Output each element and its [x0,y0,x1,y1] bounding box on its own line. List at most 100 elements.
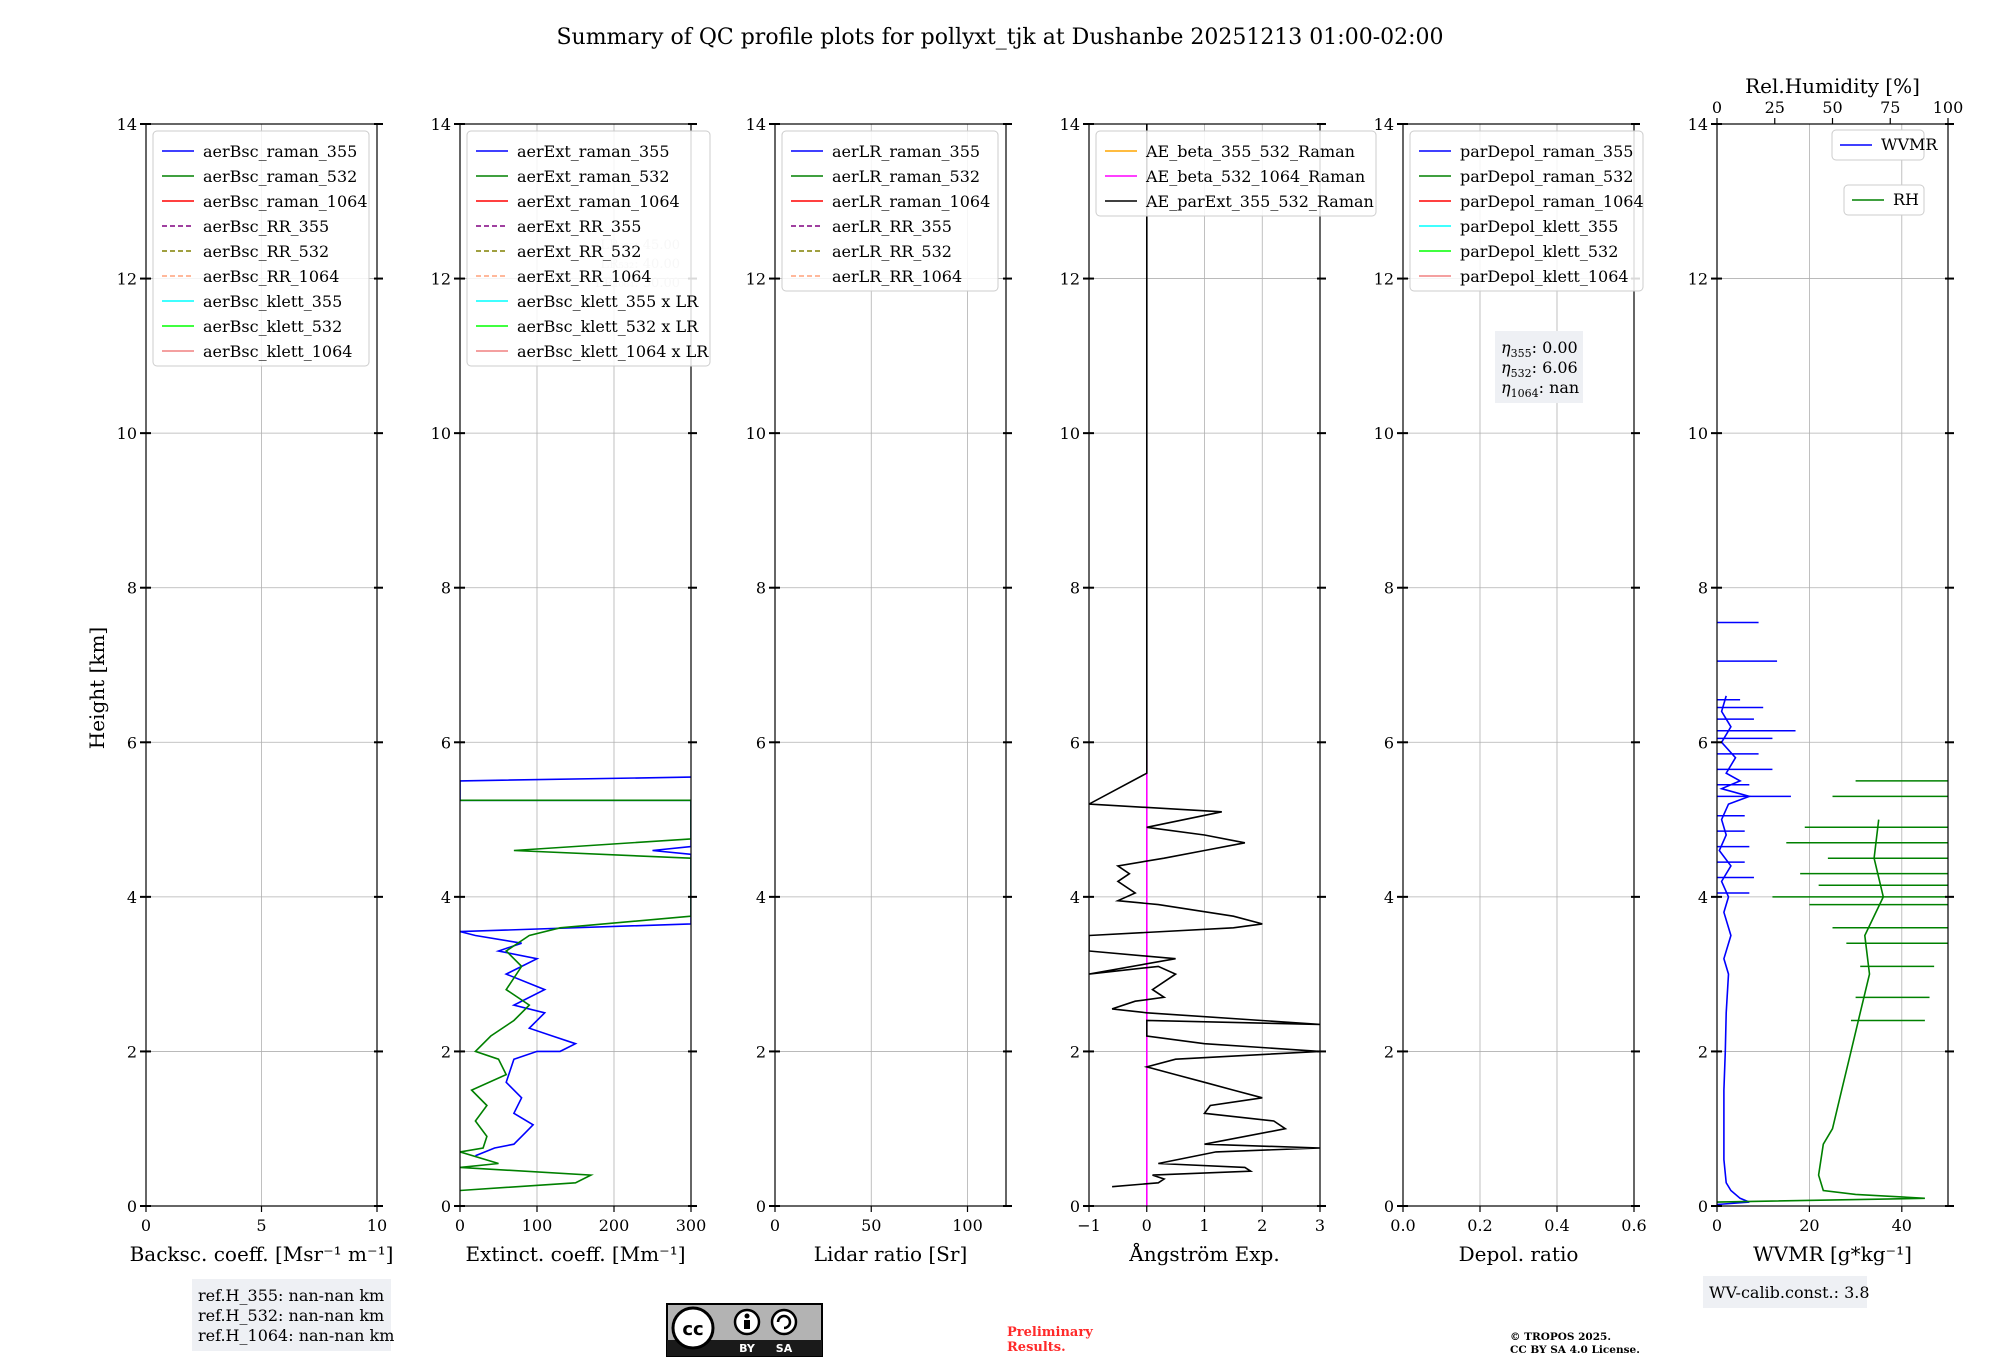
series-group [460,776,691,1192]
series-line-AE_parExt_355_532_Raman [1089,124,1320,1188]
y-tick-label: 14 [1688,115,1708,134]
info-text: WV-calib.const.: 3.8 [1709,1283,1870,1302]
y-tick-label: 4 [127,888,137,907]
legend-label: AE_beta_532_1064_Raman [1145,167,1365,186]
info-box-bg [192,1279,391,1351]
legend: aerLR_raman_355 aerLR_raman_532 aerLR_rama… [781,130,999,292]
y-tick-label: 2 [1384,1042,1394,1061]
y-tick-label: 6 [1070,733,1080,752]
legend: parDepol_raman_355 parDepol_raman_532 parD… [1409,130,1644,292]
x-axis-label: Depol. ratio [1459,1242,1579,1266]
legend-label: aerExt_raman_1064 [517,192,680,211]
y-axis-label: Height [km] [85,627,109,749]
x-axis-label: Backsc. coeff. [Msr⁻¹ m⁻¹] [130,1242,394,1266]
panel-depol: 0 2 4 6 8 10 12 14 0.0 0.2 0.4 0.6 Depol. ratio parDe… [1374,115,1647,1266]
legend-label: AE_parExt_355_532_Raman [1145,192,1374,211]
x-tick-label: 0 [455,1216,465,1235]
x-tick-label: 0.4 [1544,1216,1569,1235]
top-axis-label: Rel.Humidity [%] [1745,74,1920,98]
y-tick-label: 0 [1384,1197,1394,1216]
info-text: ref.H_532: nan-nan km [198,1306,384,1325]
legend-label: aerBsc_raman_355 [203,142,357,161]
x-tick-label: 0 [1712,1216,1722,1235]
info-text: ref.H_1064: nan-nan km [198,1326,394,1345]
legend: aerBsc_raman_355 aerBsc_raman_532 aerBsc_r… [152,130,370,367]
share-alike-icon [770,1308,798,1336]
x-axis-label: Extinct. coeff. [Mm⁻¹] [465,1242,685,1266]
info-text: η1064: nan [1501,378,1579,400]
x-tick-label: 100 [522,1216,553,1235]
legend-box [1409,130,1644,292]
info-box-bg [1495,331,1583,403]
y-tick-label: 6 [441,733,451,752]
x-tick-label: 1 [1199,1216,1209,1235]
x-tick-label: 50 [861,1216,881,1235]
y-tick-label: 14 [1060,115,1080,134]
y-tick-label: 8 [441,579,451,598]
panel-bsc: 0 2 4 6 8 10 12 14 0 5 10 Backsc. coeff. [Msr⁻¹ m⁻¹… [117,115,394,1351]
y-tick-label: 4 [1070,888,1080,907]
legend-label: aerLR_RR_532 [832,242,952,261]
legend-label: aerBsc_klett_355 x LR [517,292,699,311]
y-tick-label: 2 [756,1042,766,1061]
legend: AE_beta_355_532_Raman AE_beta_532_1064_Ra… [1095,130,1377,217]
legend-box [1095,130,1377,217]
info-box-bg [1703,1276,1867,1308]
y-tick-label: 2 [441,1042,451,1061]
x-tick-label: −1 [1077,1216,1101,1235]
y-tick-label: 4 [441,888,451,907]
y-tick-label: 2 [1698,1042,1708,1061]
panel-ext: 0 2 4 6 8 10 12 14 0 100 200 300 Extinct. coeff. [Mm… [431,115,711,1266]
y-tick-label: 12 [117,270,137,289]
y-tick-label: 6 [127,733,137,752]
cc-sa-label: SA [776,1342,793,1355]
y-tick-label: 8 [1070,579,1080,598]
y-tick-label: 10 [431,424,451,443]
x-tick-label: 3 [1315,1216,1325,1235]
x-tick-label: 100 [952,1216,983,1235]
y-tick-label: 6 [756,733,766,752]
x-tick-label: 0.2 [1467,1216,1492,1235]
legend-box [1831,129,1925,161]
x-tick-label: 20 [1799,1216,1819,1235]
legend-label: aerBsc_klett_1064 [203,342,352,361]
x-tick-label: 0 [141,1216,151,1235]
legend-label: aerLR_raman_1064 [832,192,990,211]
info-text: η532: 6.06 [1501,358,1578,380]
y-tick-label: 8 [1384,579,1394,598]
legend-label: aerExt_raman_355 [517,142,670,161]
x-tick-label: 300 [676,1216,707,1235]
y-tick-label: 12 [746,270,766,289]
y-tick-label: 14 [1374,115,1394,134]
y-tick-label: 12 [431,270,451,289]
x-axis-label: Lidar ratio [Sr] [814,1242,968,1266]
y-tick-label: 2 [1070,1042,1080,1061]
y-tick-label: 6 [1698,733,1708,752]
legend-label: parDepol_klett_532 [1460,242,1618,261]
y-tick-label: 10 [746,424,766,443]
copyright-line1: © TROPOS 2025. [1510,1331,1611,1343]
legend-label: parDepol_raman_1064 [1460,192,1644,211]
legend-label: aerBsc_klett_355 [203,292,342,311]
legend-label: aerLR_RR_355 [832,217,952,236]
y-tick-label: 8 [1698,579,1708,598]
top-x-tick-label: 75 [1880,98,1900,117]
legend-box [152,130,370,367]
y-tick-label: 0 [756,1197,766,1216]
legend-label: aerBsc_raman_532 [203,167,357,186]
legend-label: aerExt_RR_1064 [517,267,652,286]
legend-label: AE_beta_355_532_Raman [1145,142,1355,161]
y-tick-label: 4 [1698,888,1708,907]
x-tick-label: 0 [770,1216,780,1235]
legend-label: RH [1893,190,1919,209]
y-tick-label: 12 [1688,270,1708,289]
legend-label: aerBsc_klett_532 x LR [517,317,699,336]
legend-label: aerExt_RR_532 [517,242,641,261]
y-tick-label: 6 [1384,733,1394,752]
legend-label: parDepol_raman_355 [1460,142,1633,161]
legend-label: aerBsc_RR_1064 [203,267,339,286]
